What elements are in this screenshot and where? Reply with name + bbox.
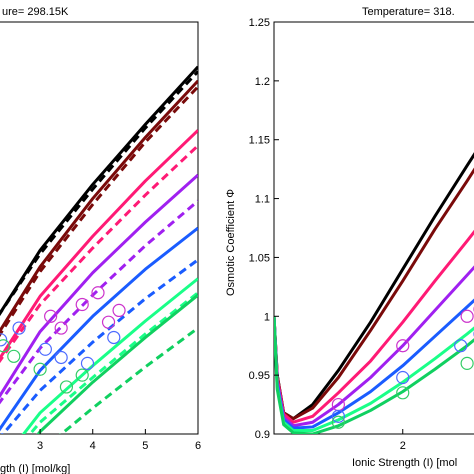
y-tick-label: 1.25 [249,17,270,29]
data-point-0-1 [396,339,410,353]
y-tick-label: 0.95 [249,370,270,382]
data-point-2-1 [7,349,21,363]
plot-area [0,65,198,434]
y-tick-label: 1 [264,311,270,323]
x-tick-label: 5 [142,440,148,452]
data-point-1-5 [107,330,121,345]
data-point-0-3 [91,286,105,300]
plot-frame [273,21,474,435]
data-point-0-2 [75,297,89,312]
series-line-0 [274,152,474,421]
data-point-0-4 [101,315,116,329]
data-point-0-0 [44,309,58,323]
data-point-1-4 [80,356,95,370]
right-y-axis-label: Osmotic Coefficient Φ [225,189,237,296]
data-point-2-2 [33,362,47,376]
left-chart-title: ure= 298.15K [2,6,69,18]
data-point-2-2 [460,356,474,370]
data-point-1-2 [454,339,468,353]
series-line-6 [36,293,198,434]
data-point-0-5 [112,303,126,317]
y-tick-label: 1.2 [255,76,270,88]
series-dashed-line-5 [28,291,198,434]
data-point-2-4 [75,368,89,382]
y-tick-label: 1.1 [255,194,270,206]
x-tick-label: 6 [195,440,201,452]
right-x-axis-label: Ionic Strength (I) [mol [352,457,457,469]
series-dashed-line-0 [0,70,198,317]
data-point-0-1 [54,321,68,335]
right-chart-title: Temperature= 318. [362,6,455,18]
data-point-0-2 [460,309,474,323]
data-point-1-1 [12,321,26,335]
right-chart: Temperature= 318. Ionic Strength (I) [mo… [225,6,474,469]
series-line-4 [0,226,198,432]
x-tick-label: 4 [90,440,96,452]
data-point-2-1 [396,386,410,400]
series-line-2 [0,129,198,361]
data-point-2-0 [331,415,345,429]
x-tick-label: 2 [400,440,406,452]
data-point-1-1 [396,370,410,385]
y-tick-label: 1.05 [249,252,270,264]
series-line-5 [21,277,198,434]
data-point-1-2 [38,342,52,356]
data-point-1-0 [331,409,345,423]
series-dashed-line-6 [59,326,198,434]
data-point-2-0 [0,339,10,353]
left-chart: ure= 298.15K gth (I) [mol/kg] 3 4 5 6 [0,6,201,474]
data-point-2-3 [59,380,74,394]
series-dashed-line-4 [1,258,198,434]
series-line-3 [0,173,198,399]
left-x-axis-label: gth (I) [mol/kg] [0,463,70,474]
series-line-1 [0,79,198,334]
series-line-6 [274,316,474,434]
plot-area [274,152,474,434]
data-point-1-0 [0,333,8,347]
y-tick-label: 1.15 [249,135,270,147]
x-tick-label: 3 [37,440,43,452]
data-point-1-3 [54,350,68,365]
series-dashed-line-1 [0,85,198,338]
y-tick-label: 0.9 [255,429,270,441]
series-dashed-line-2 [0,144,198,364]
